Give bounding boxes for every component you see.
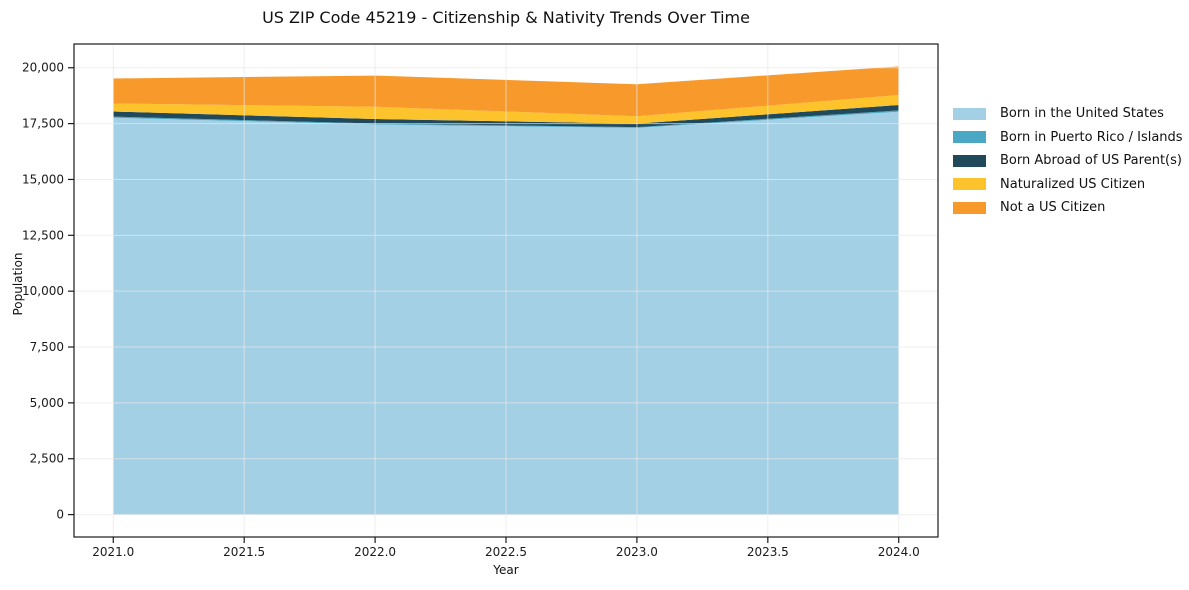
legend: Born in the United States Born in Puerto …: [953, 102, 1183, 220]
x-tick-label: 2022.0: [354, 545, 396, 559]
x-tick-labels-group: 2021.0 2021.5 2022.0 2022.5 2023.0 2023.5 2024…: [92, 545, 919, 559]
y-tick-label: 7,500: [30, 340, 64, 354]
area-naturalized-us-citizen: [113, 95, 899, 124]
legend-label: Born in the United States: [1000, 106, 1164, 122]
axis-ticks-group: [68, 67, 900, 543]
legend-swatch: [953, 107, 986, 120]
legend-swatch: [953, 131, 986, 144]
x-tick-label: 2021.0: [92, 545, 134, 559]
legend-item-born-abroad-of-us-parent-s: Born Abroad of US Parent(s): [953, 149, 1183, 173]
legend-item-not-a-us-citizen: Not a US Citizen: [953, 196, 1183, 220]
y-tick-label: 10,000: [22, 284, 64, 298]
x-tick-label: 2021.5: [223, 545, 265, 559]
y-tick-label: 2,500: [30, 452, 64, 466]
legend-label: Born Abroad of US Parent(s): [1000, 153, 1182, 169]
y-tick-label: 12,500: [22, 228, 64, 242]
x-tick-label: 2024.0: [878, 545, 920, 559]
x-axis-label: Year: [493, 563, 519, 577]
gridlines-group: [74, 44, 938, 537]
legend-swatch: [953, 178, 986, 191]
legend-swatch: [953, 154, 986, 167]
x-tick-label: 2022.5: [485, 545, 527, 559]
x-tick-label: 2023.5: [747, 545, 789, 559]
legend-label: Not a US Citizen: [1000, 200, 1106, 216]
y-tick-label: 17,500: [22, 117, 64, 131]
legend-label: Born in Puerto Rico / Islands: [1000, 129, 1183, 145]
x-tick-label: 2023.0: [616, 545, 658, 559]
y-axis-label: Population: [11, 252, 25, 316]
y-tick-label: 20,000: [22, 61, 64, 75]
area-born-abroad-of-us-parent-s: [113, 104, 899, 128]
chart-title: US ZIP Code 45219 - Citizenship & Nativi…: [262, 8, 750, 27]
y-tick-label: 15,000: [22, 172, 64, 186]
legend-item-born-in-puerto-rico-islands: Born in Puerto Rico / Islands: [953, 126, 1183, 150]
y-tick-label: 5,000: [30, 396, 64, 410]
y-tick-label: 0: [56, 508, 64, 522]
legend-item-born-in-the-united-states: Born in the United States: [953, 102, 1183, 126]
legend-item-naturalized-us-citizen: Naturalized US Citizen: [953, 173, 1183, 197]
legend-swatch: [953, 201, 986, 214]
y-tick-labels-group: 0 2,500 5,000 7,500 10,000 12,500 15,000 17,500…: [22, 61, 64, 522]
legend-label: Naturalized US Citizen: [1000, 176, 1146, 192]
